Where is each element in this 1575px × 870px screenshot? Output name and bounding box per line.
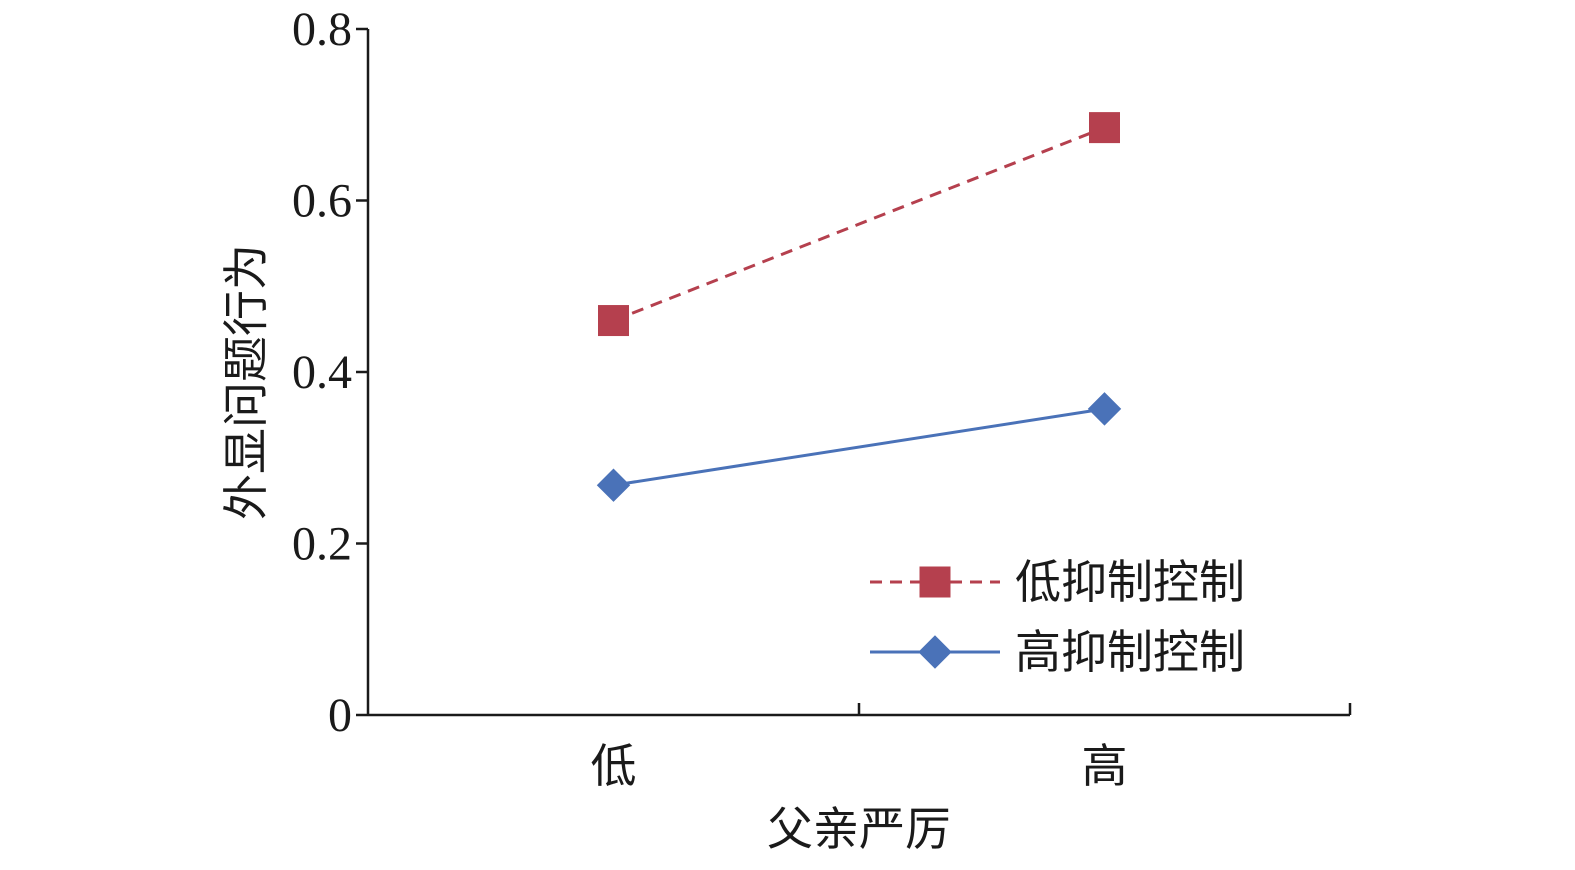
data-point <box>1089 112 1120 144</box>
series-line <box>612 126 1106 322</box>
legend-label: 低抑制控制 <box>1015 555 1245 609</box>
legend-label: 高抑制控制 <box>1015 625 1245 679</box>
series-layer <box>596 112 1122 502</box>
y-axis-ticks: 0 0.2 0.4 0.6 0.8 <box>292 3 368 742</box>
series-line <box>613 407 1105 487</box>
y-axis-title: 外显问题行为 <box>219 244 273 520</box>
data-point <box>596 468 631 502</box>
series-0 <box>598 112 1120 337</box>
legend-item: 低抑制控制 <box>870 555 1245 609</box>
series-1 <box>596 392 1122 502</box>
data-point <box>1087 392 1122 426</box>
axes <box>366 29 1350 717</box>
x-tick-label: 高 <box>1082 739 1128 793</box>
y-tick-label: 0 <box>328 689 352 742</box>
x-tick-label: 低 <box>591 739 637 793</box>
y-tick-label: 0.2 <box>292 518 352 571</box>
legend-marker <box>918 635 952 669</box>
x-axis-ticks: 低高 <box>591 703 1352 793</box>
y-tick-label: 0.4 <box>292 346 352 399</box>
legend-item: 高抑制控制 <box>870 625 1245 679</box>
legend-marker <box>919 566 951 598</box>
x-axis-title: 父亲严厉 <box>767 802 951 856</box>
y-tick-label: 0.6 <box>292 175 352 228</box>
data-point <box>598 305 629 337</box>
y-tick-label: 0.8 <box>292 3 352 56</box>
